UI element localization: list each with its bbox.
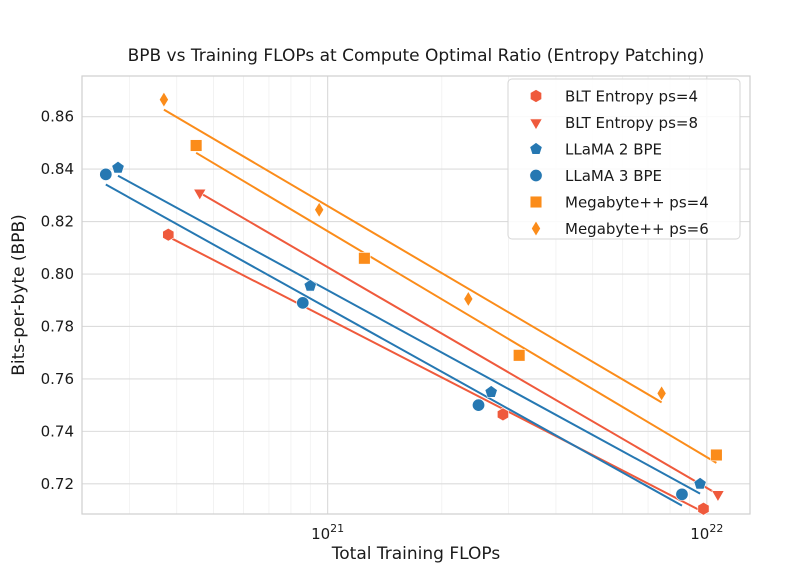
data-point-megabyte-ps-6 (159, 91, 169, 108)
x-axis-label: Total Training FLOPs (331, 544, 501, 564)
y-tick-label: 0.84 (41, 160, 74, 178)
legend-label-llama-3-bpe: LLaMA 3 BPE (565, 167, 662, 185)
legend-marker-megabyte-ps-4 (529, 195, 543, 209)
fit-line-blt-entropy-ps-4 (167, 235, 704, 514)
fit-line-llama-3-bpe (105, 183, 683, 507)
legend-label-llama-2-bpe: LLaMA 2 BPE (565, 141, 662, 159)
data-point-blt-entropy-ps-8 (711, 490, 725, 503)
data-point-llama-2-bpe (111, 160, 125, 174)
y-tick-label: 0.76 (41, 370, 74, 388)
legend-label-blt-entropy-ps-8: BLT Entropy ps=8 (565, 114, 698, 132)
data-point-llama-3-bpe (472, 398, 485, 412)
fit-line-megabyte-ps-4 (195, 151, 717, 464)
legend-marker-blt-entropy-ps-8 (529, 118, 543, 131)
data-point-llama-3-bpe (675, 487, 689, 501)
fit-line-blt-entropy-ps-8 (199, 191, 719, 496)
data-point-megabyte-ps-4 (189, 139, 203, 152)
legend-label-megabyte-ps-6: Megabyte++ ps=6 (565, 220, 709, 238)
legend-marker-llama-3-bpe (529, 169, 543, 182)
y-tick-label: 0.82 (41, 213, 74, 231)
data-point-megabyte-ps-6 (314, 201, 325, 218)
legend: BLT Entropy ps=4 BLT Entropy ps=8 LLaMA 2 … (507, 78, 741, 240)
legend-box (507, 78, 741, 240)
data-point-llama-2-bpe (484, 385, 498, 398)
data-point-llama-2-bpe (693, 476, 707, 490)
data-point-llama-2-bpe (303, 278, 317, 292)
plot-frame (81, 75, 751, 515)
data-point-megabyte-ps-6 (656, 385, 667, 402)
legend-marker-blt-entropy-ps-4 (530, 89, 542, 103)
data-point-blt-entropy-ps-4 (497, 407, 509, 422)
data-point-blt-entropy-ps-4 (162, 227, 175, 242)
y-tick-label: 0.80 (41, 265, 74, 283)
data-point-llama-3-bpe (296, 296, 310, 310)
data-point-blt-entropy-ps-8 (193, 188, 207, 201)
y-tick-label: 0.78 (41, 317, 74, 335)
data-point-llama-3-bpe (99, 167, 113, 181)
y-tick-label: 0.86 (41, 108, 74, 126)
x-tick-label: 1022 (690, 522, 723, 543)
data-point-megabyte-ps-4 (513, 349, 526, 362)
y-tick-label: 0.74 (41, 422, 74, 440)
data-point-megabyte-ps-6 (463, 290, 474, 307)
legend-label-blt-entropy-ps-4: BLT Entropy ps=4 (565, 88, 698, 106)
y-tick-label: 0.72 (41, 475, 74, 493)
chart-title: BPB vs Training FLOPs at Compute Optimal… (128, 46, 705, 66)
fit-line-megabyte-ps-6 (163, 108, 663, 404)
x-tick-label: 1021 (311, 522, 344, 543)
legend-marker-megabyte-ps-6 (531, 220, 541, 237)
legend-label-megabyte-ps-4: Megabyte++ ps=4 (565, 194, 709, 212)
data-point-megabyte-ps-4 (710, 448, 723, 462)
legend-marker-llama-2-bpe (529, 142, 543, 155)
data-point-blt-entropy-ps-4 (697, 501, 710, 516)
fit-line-llama-2-bpe (117, 174, 701, 495)
data-point-megabyte-ps-4 (358, 252, 371, 265)
y-axis-label: Bits-per-byte (BPB) (9, 214, 29, 376)
